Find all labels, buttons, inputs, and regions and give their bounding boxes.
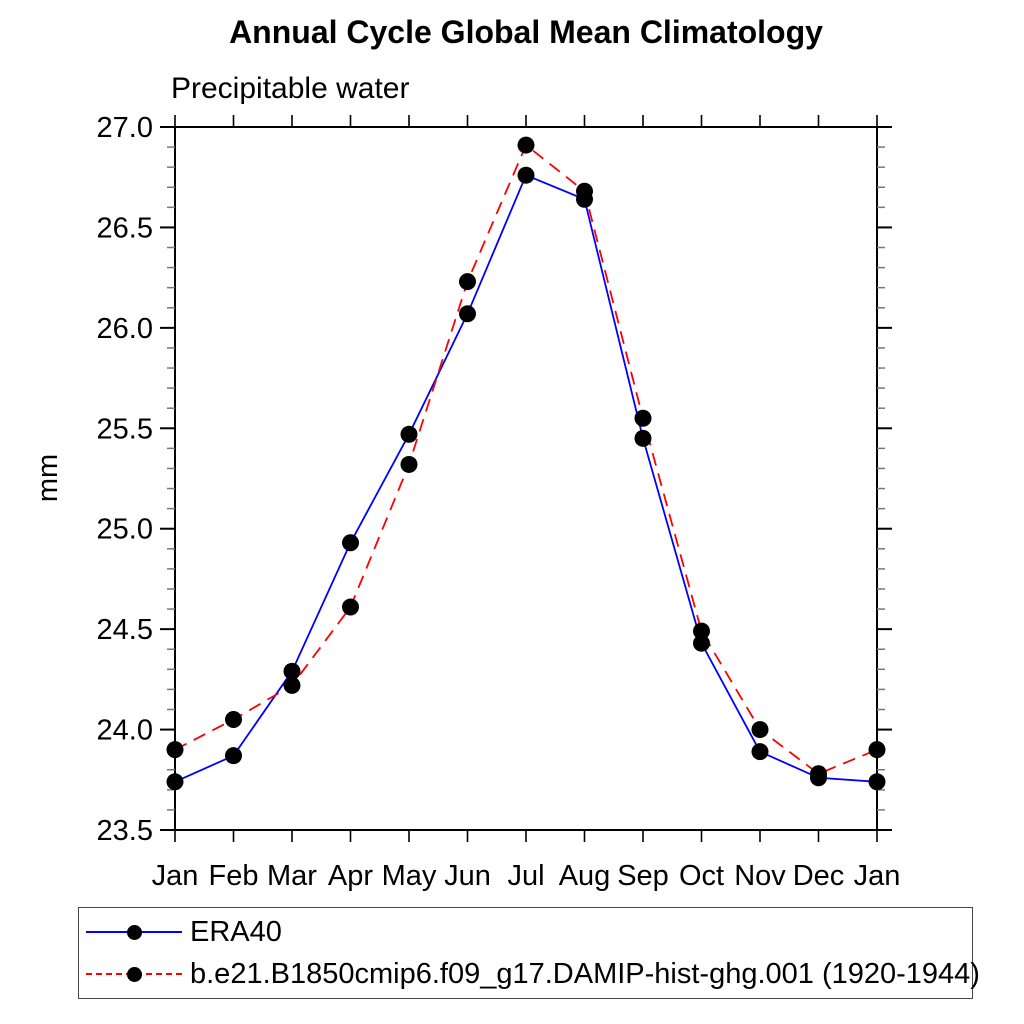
data-point-s1-9 — [693, 622, 710, 640]
x-tick-label: Dec — [793, 860, 845, 892]
data-point-s1-2 — [283, 676, 301, 694]
data-point-s1-12 — [868, 741, 886, 759]
x-tick-label: Oct — [679, 860, 724, 892]
data-point-s1-3 — [342, 598, 359, 616]
data-point-s1-4 — [400, 455, 418, 473]
data-point-s1-6 — [517, 136, 535, 154]
legend: ERA40 b.e21.B1850cmip6.f09_g17.DAMIP-his… — [78, 907, 980, 999]
legend-row-model: b.e21.B1850cmip6.f09_g17.DAMIP-hist-ghg.… — [79, 956, 980, 992]
y-tick-label: 25.5 — [97, 413, 153, 445]
series-line-0 — [174, 174, 878, 783]
data-point-s0-0 — [166, 773, 184, 791]
data-point-s1-5 — [459, 273, 476, 291]
data-point-s1-7 — [576, 182, 593, 200]
data-point-s0-10 — [751, 743, 769, 761]
data-point-s0-9 — [693, 634, 710, 652]
chart-title: Annual Cycle Global Mean Climatology — [229, 14, 823, 50]
x-tick-label: Apr — [328, 860, 373, 892]
x-tick-label: Jul — [507, 860, 544, 892]
model-marker-dot — [127, 967, 142, 982]
x-tick-label: Mar — [267, 860, 317, 892]
data-point-s0-12 — [868, 773, 886, 791]
data-point-s1-1 — [225, 711, 242, 729]
plot-frame — [174, 126, 878, 831]
x-tick-label: Jan — [854, 860, 901, 892]
x-tick-label: Jun — [444, 860, 491, 892]
x-tick-label: Aug — [559, 860, 611, 892]
legend-label-era40: ERA40 — [190, 915, 282, 948]
x-tick-label: Sep — [617, 860, 669, 892]
data-point-s0-8 — [634, 429, 652, 447]
y-tick-label: 26.5 — [97, 212, 153, 244]
x-tick-label: May — [382, 860, 437, 892]
y-tick-label: 27.0 — [97, 112, 153, 144]
y-tick-label: 23.5 — [97, 815, 153, 847]
y-tick-label: 24.5 — [97, 614, 153, 646]
x-tick-label: Feb — [209, 860, 259, 892]
data-point-s1-8 — [634, 409, 652, 427]
legend-sample-era40 — [86, 924, 182, 940]
y-tick-label: 26.0 — [97, 313, 153, 345]
y-axis-label: mm — [32, 454, 64, 502]
data-point-s0-5 — [459, 305, 476, 323]
x-tick-label: Nov — [734, 860, 786, 892]
series-line-1 — [174, 143, 878, 775]
legend-label-model: b.e21.B1850cmip6.f09_g17.DAMIP-hist-ghg.… — [190, 957, 980, 990]
y-tick-label: 24.0 — [97, 715, 153, 747]
data-point-s0-2 — [283, 662, 301, 680]
data-point-s1-11 — [810, 765, 827, 783]
data-point-s0-3 — [342, 534, 359, 552]
data-point-s1-0 — [166, 741, 184, 759]
data-point-s0-1 — [225, 747, 242, 765]
era40-marker-dot — [127, 925, 142, 940]
data-point-s1-10 — [751, 721, 769, 739]
data-point-s0-4 — [400, 425, 418, 443]
x-tick-label: Jan — [152, 860, 199, 892]
legend-sample-model — [86, 966, 182, 982]
y-tick-label: 25.0 — [97, 514, 153, 546]
data-point-s0-6 — [517, 166, 535, 184]
legend-row-era40: ERA40 — [79, 914, 972, 950]
chart-subtitle: Precipitable water — [171, 72, 410, 105]
